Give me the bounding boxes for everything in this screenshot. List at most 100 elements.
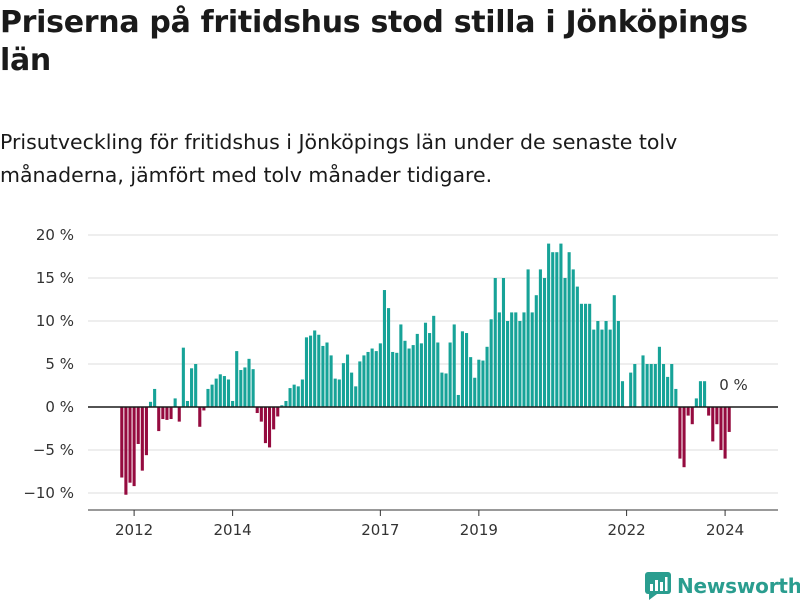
bar [239,370,243,407]
y-tick-label: −5 % [33,441,74,459]
bar [317,334,321,407]
bar [592,329,596,407]
bar [391,351,395,407]
bar [132,407,136,487]
bar [489,319,493,407]
bar [649,364,653,407]
bar [300,379,304,407]
bar [584,303,588,407]
bar [153,388,157,407]
brand-logo: Newsworthy [645,571,800,601]
bar [690,407,694,425]
bar [128,407,132,483]
bar [259,407,263,422]
bar [707,407,711,416]
x-tick-label: 2022 [607,521,645,539]
brand-name: Newsworthy [677,574,800,598]
bar [161,407,165,420]
bar [657,346,661,407]
bar [653,364,657,407]
bar [345,354,350,407]
bar [325,342,329,407]
bar [194,364,198,407]
bar [612,295,616,407]
y-tick-label: 15 % [36,269,74,287]
bar [678,407,682,459]
bar [165,407,169,420]
bar [304,337,309,407]
bar [579,303,583,407]
bar [534,295,538,407]
bar [555,252,559,407]
bar [362,355,366,407]
bar [645,364,649,407]
bar [444,373,448,407]
bar [313,330,317,407]
bar [616,321,620,407]
bar [481,360,485,407]
bar [571,269,575,407]
bar [485,346,489,407]
bar [206,388,210,407]
bar [723,407,727,459]
bar [604,321,608,407]
bar [727,407,731,432]
bar [169,407,173,420]
bar [136,407,140,444]
bar [674,388,678,407]
bar [222,376,226,407]
bar [288,388,292,407]
bar [694,398,698,407]
bar [715,407,719,425]
bar [247,358,251,407]
bar [719,407,723,450]
bar [518,321,522,407]
bar [181,347,185,407]
x-tick-label: 2019 [460,521,498,539]
bar [682,407,686,468]
bar [329,355,333,407]
bar [542,278,547,407]
bar [235,351,239,407]
bar [514,312,518,407]
bar [309,335,313,407]
bar [341,363,345,407]
bar [280,405,284,407]
bar [686,407,690,416]
bar [608,329,612,407]
bar [140,407,144,471]
bar [173,398,177,407]
y-tick-label: 5 % [45,355,74,373]
bar [506,321,510,407]
bar [218,374,222,407]
chart-title: Priserna på fritidshus stod stilla i Jön… [0,5,748,78]
bar [620,381,625,407]
bar [600,329,604,407]
bar [403,340,407,407]
bar [497,312,501,407]
bar [666,376,670,407]
bar [661,364,666,407]
bar [231,400,235,407]
bar [477,359,481,407]
bar [272,407,276,430]
bar [251,369,255,407]
bar [407,348,411,407]
bar [547,243,551,407]
bar [198,407,202,427]
bar [698,381,703,407]
bar [185,400,190,407]
bar [296,386,300,407]
bar [321,345,325,407]
bar [411,345,415,407]
bar [473,377,477,407]
bar [530,312,534,407]
bar [350,372,354,407]
bar [190,368,194,407]
bar [510,312,514,407]
bar [378,343,382,407]
bar [276,407,280,417]
bar [575,286,579,407]
bar [428,333,432,407]
x-tick-label: 2024 [706,521,744,539]
